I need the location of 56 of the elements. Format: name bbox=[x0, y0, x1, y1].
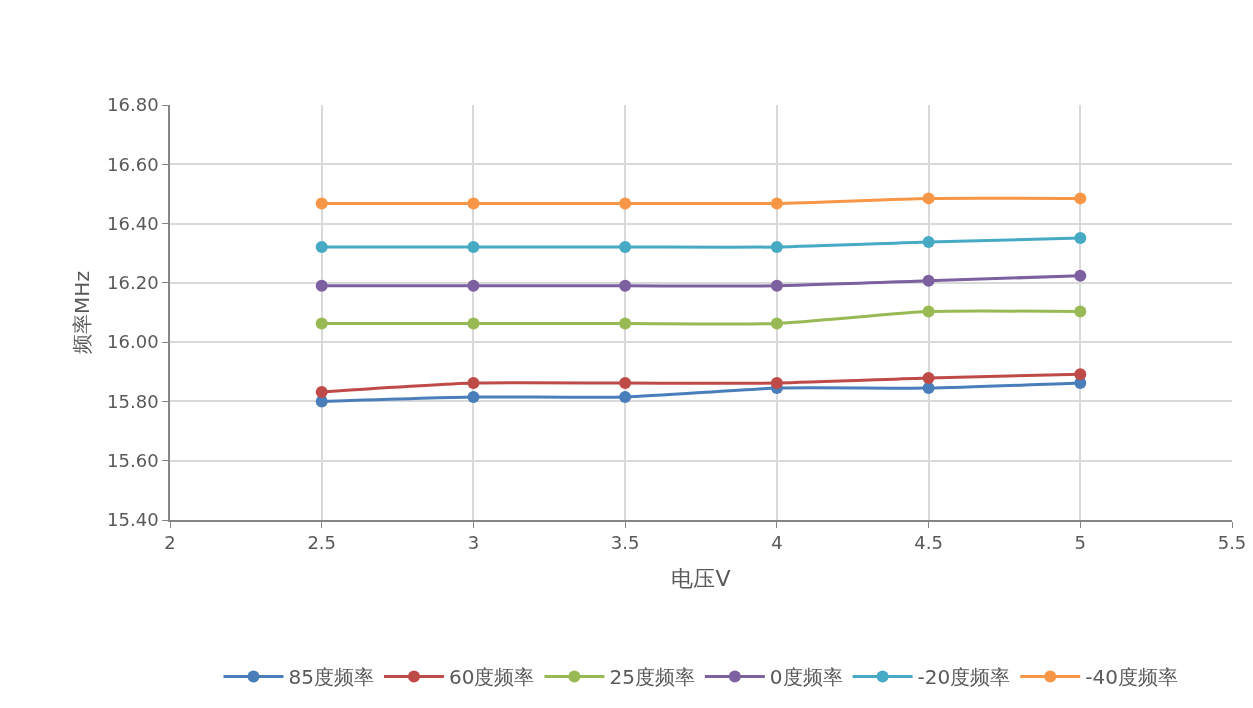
y-tick-label: 16.40 bbox=[107, 212, 159, 234]
point bbox=[619, 240, 632, 253]
point bbox=[315, 385, 328, 398]
point bbox=[619, 317, 632, 330]
point bbox=[770, 197, 783, 210]
point bbox=[922, 235, 935, 248]
y-tick-label: 16.00 bbox=[107, 331, 159, 353]
x-tick-label: 3.5 bbox=[610, 532, 640, 554]
point bbox=[1074, 305, 1087, 318]
legend-label: 85度频率 bbox=[288, 665, 374, 690]
point bbox=[467, 377, 480, 390]
point bbox=[467, 317, 480, 330]
point bbox=[467, 240, 480, 253]
x-tick-label: 4 bbox=[771, 532, 783, 554]
x-tick-label: 2.5 bbox=[307, 532, 337, 554]
legend-label: 25度频率 bbox=[609, 665, 695, 690]
legend-label: 60度频率 bbox=[448, 665, 535, 690]
point bbox=[770, 240, 783, 253]
point bbox=[770, 317, 783, 330]
point bbox=[315, 197, 328, 210]
point bbox=[619, 279, 632, 292]
point bbox=[619, 197, 632, 210]
point bbox=[922, 305, 935, 318]
x-axis-title: 电压V bbox=[671, 565, 731, 591]
x-tick-label: 5.5 bbox=[1217, 532, 1247, 554]
point bbox=[315, 279, 328, 292]
legend-label: -20度频率 bbox=[917, 665, 1011, 690]
point bbox=[467, 197, 480, 210]
point bbox=[619, 377, 632, 390]
point bbox=[315, 240, 328, 253]
x-tick-label: 2 bbox=[164, 532, 176, 554]
y-tick-label: 15.40 bbox=[107, 509, 159, 531]
x-tick-label: 4.5 bbox=[914, 532, 943, 554]
point bbox=[922, 192, 935, 205]
point bbox=[467, 390, 480, 403]
legend-label: -40度频率 bbox=[1085, 665, 1178, 690]
x-tick-label: 3 bbox=[467, 532, 480, 554]
point bbox=[1074, 368, 1087, 381]
y-axis-title: 频率MHz bbox=[70, 271, 95, 354]
point bbox=[922, 274, 935, 287]
point bbox=[770, 279, 783, 292]
point bbox=[619, 390, 632, 403]
y-tick-label: 15.80 bbox=[107, 390, 159, 412]
point bbox=[770, 377, 783, 390]
y-tick-label: 16.20 bbox=[107, 272, 159, 294]
point bbox=[467, 279, 480, 292]
point bbox=[1074, 269, 1087, 282]
legend-label: 0度频率 bbox=[769, 665, 843, 690]
x-tick-label: 5 bbox=[1074, 532, 1087, 554]
y-tick-label: 16.80 bbox=[107, 94, 159, 116]
y-tick-label: 16.60 bbox=[107, 153, 159, 175]
y-tick-label: 15.60 bbox=[107, 450, 159, 472]
point bbox=[1074, 192, 1087, 205]
point bbox=[1074, 232, 1087, 245]
point bbox=[315, 317, 328, 330]
point bbox=[922, 372, 935, 384]
